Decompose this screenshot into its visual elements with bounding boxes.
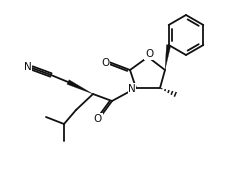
Polygon shape [67,80,93,94]
Text: O: O [94,114,102,124]
Polygon shape [165,45,171,70]
Text: N: N [24,62,32,72]
Text: O: O [101,58,109,68]
Text: N: N [128,84,136,94]
Text: O: O [145,49,153,59]
